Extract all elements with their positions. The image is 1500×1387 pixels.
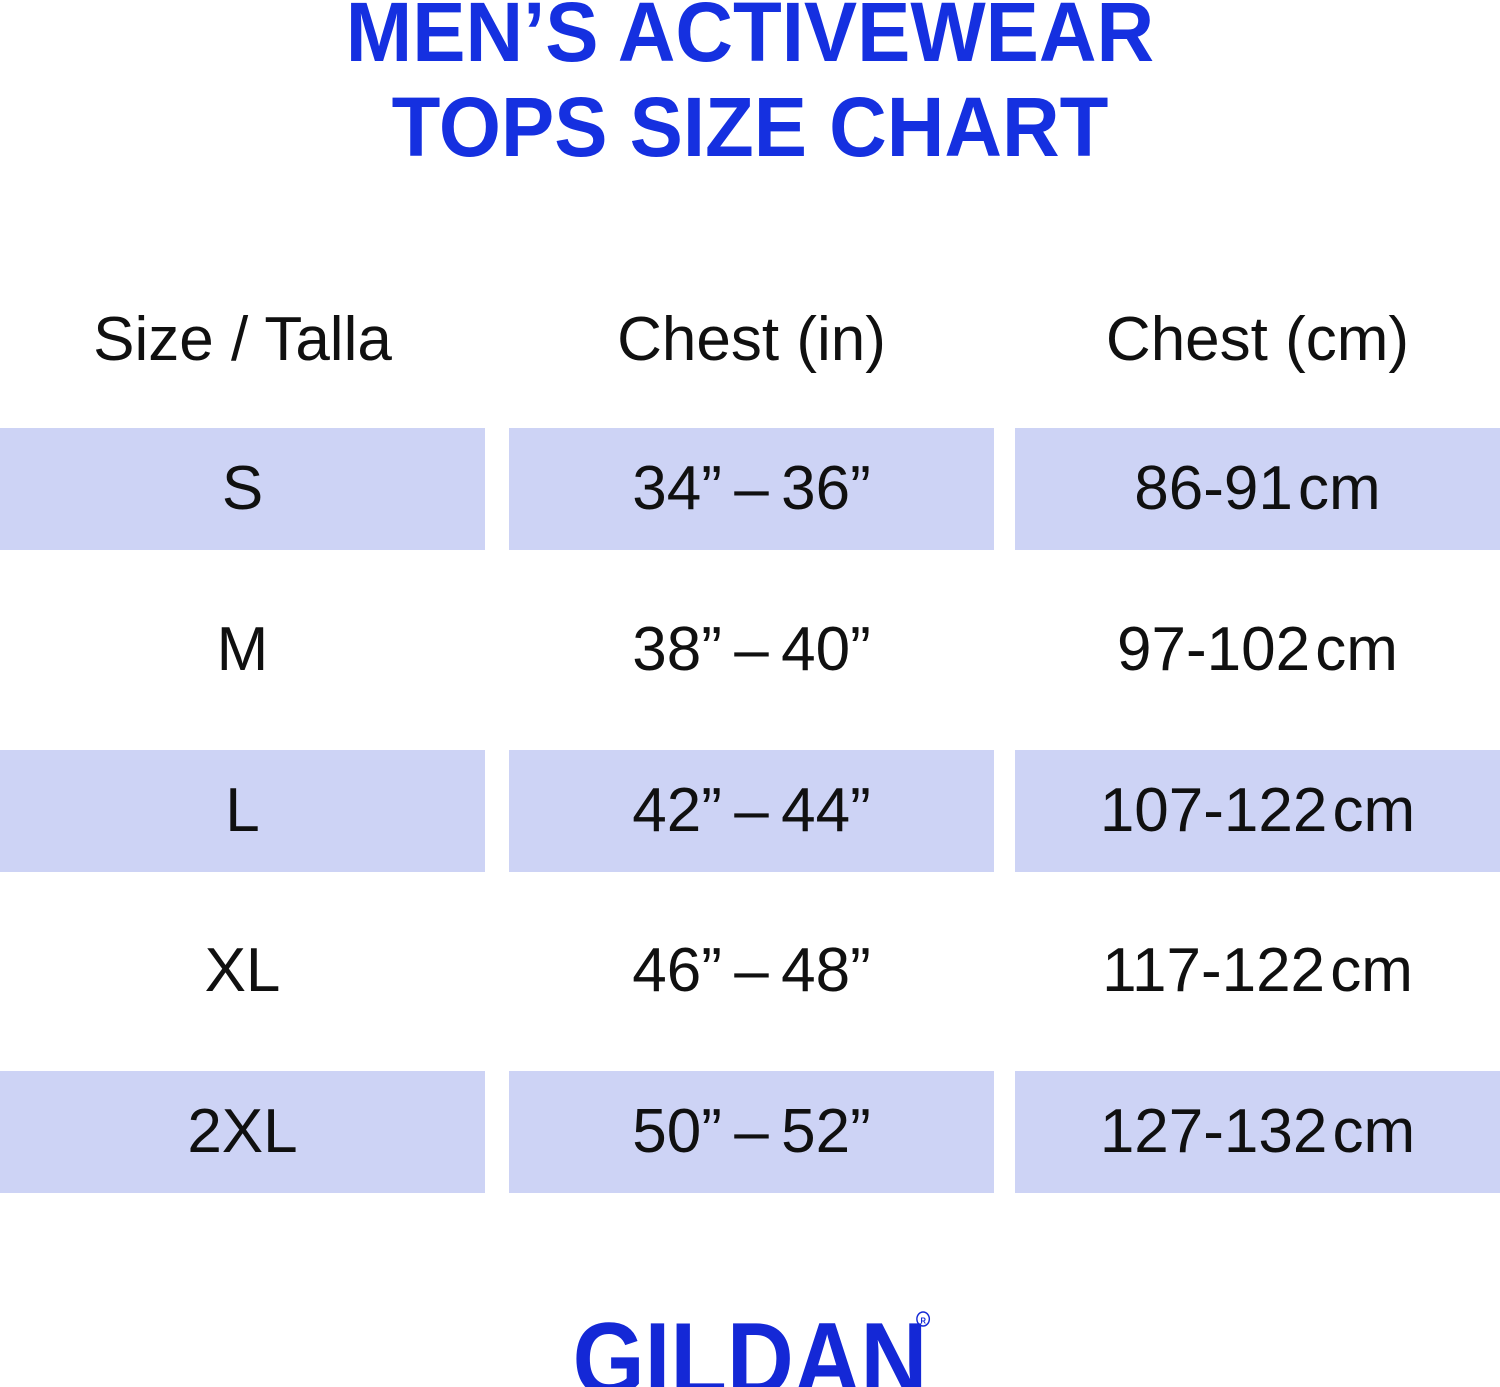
svg-text:R: R <box>921 1316 927 1326</box>
svg-text:GILDAN: GILDAN <box>573 1301 928 1387</box>
